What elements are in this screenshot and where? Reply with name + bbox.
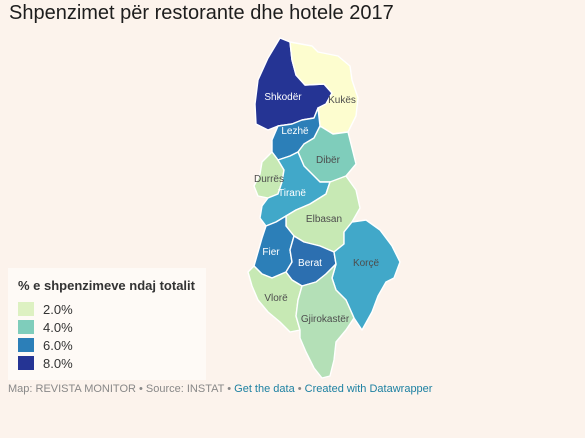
footer: Map: REVISTA MONITOR • Source: INSTAT • … (8, 383, 432, 395)
legend-item: 2.0% (18, 301, 73, 317)
footer-source: Map: REVISTA MONITOR • Source: INSTAT • (8, 383, 232, 395)
region-korce[interactable] (331, 219, 401, 331)
label-lezhe: Lezhë (281, 126, 309, 137)
legend-item: 6.0% (18, 337, 73, 353)
label-durres: Durrës (254, 174, 284, 185)
label-shkoder: Shkodër (264, 92, 302, 103)
legend-title: % e shpenzimeve ndaj totalit (18, 278, 195, 293)
label-diber: Dibër (316, 155, 341, 166)
label-fier: Fier (262, 247, 280, 258)
legend-label: 6.0% (43, 337, 73, 353)
legend-swatch (18, 320, 34, 334)
legend-label: 4.0% (43, 319, 73, 335)
label-tirane: Tiranë (278, 188, 306, 199)
legend-swatch (18, 302, 34, 316)
legend-item: 4.0% (18, 319, 73, 335)
label-gjirokaster: Gjirokastër (301, 314, 350, 325)
legend-label: 2.0% (43, 301, 73, 317)
legend-swatch (18, 338, 34, 352)
legend: % e shpenzimeve ndaj totalit 2.0% 4.0% 6… (8, 268, 206, 380)
legend-label: 8.0% (43, 355, 73, 371)
label-vlore: Vlorë (264, 293, 288, 304)
label-korce: Korçë (353, 258, 380, 269)
get-data-link[interactable]: Get the data (234, 383, 295, 395)
legend-item: 8.0% (18, 355, 73, 371)
page-title: Shpenzimet për restorante dhe hotele 201… (9, 2, 394, 24)
legend-swatch (18, 356, 34, 370)
datawrapper-link[interactable]: Created with Datawrapper (304, 383, 433, 395)
label-berat: Berat (298, 258, 322, 269)
region-gjirokaster[interactable] (295, 263, 355, 379)
footer-separator: • (297, 383, 302, 395)
label-elbasan: Elbasan (306, 214, 342, 225)
label-kukes: Kukës (328, 95, 356, 106)
